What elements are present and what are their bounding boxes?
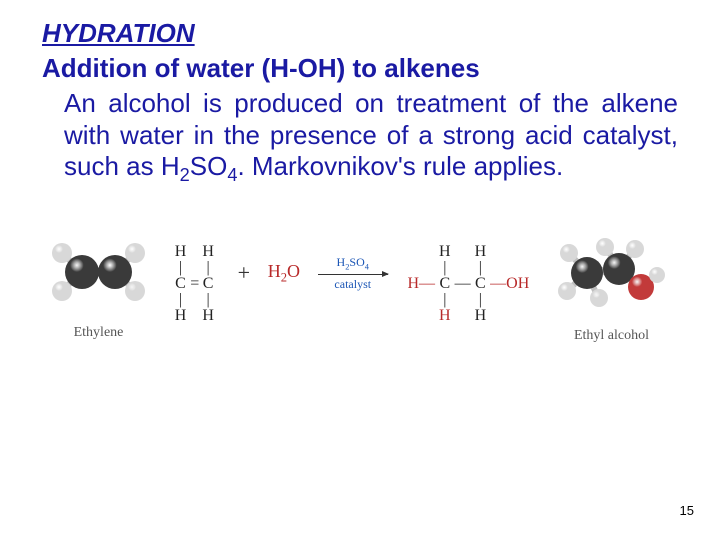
ethanol-svg [549,225,674,320]
arrow-line [318,274,388,275]
section-subtitle: Addition of water (H-OH) to alkenes [42,53,678,84]
ethylene-svg [46,227,151,317]
body-text: An alcohol is produced on treatment of t… [64,88,678,187]
plus-sign: + [238,260,250,308]
ethanol-3d-model: Ethyl alcohol [549,225,674,344]
reaction-diagram: Ethylene HH||C=C||HH + H2O H2SO4 catalys… [42,225,678,344]
ethylene-structure: HH||C=C||HH [169,244,220,324]
reaction-arrow: H2SO4 catalyst [318,255,388,313]
page-number: 15 [680,503,694,518]
ethylene-caption: Ethylene [74,325,124,341]
water-formula: H2O [268,261,300,308]
ethanol-structure: HH||H—C—C—OH||HH [405,244,531,324]
ethanol-caption: Ethyl alcohol [574,328,649,344]
section-title: HYDRATION [42,18,678,49]
catalyst-formula: H2SO4 [337,255,369,271]
ethylene-3d-model: Ethylene [46,227,151,341]
catalyst-label: catalyst [334,277,371,292]
